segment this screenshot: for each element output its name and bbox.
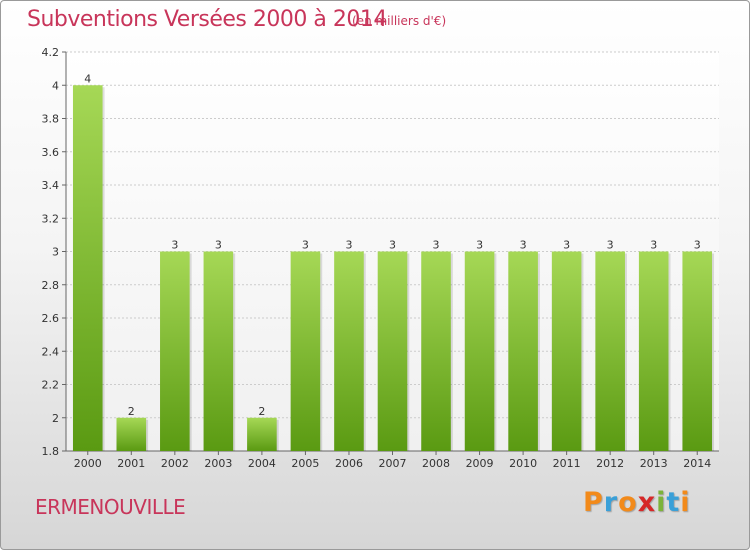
y-tick-label: 3.4 xyxy=(42,179,60,192)
bar xyxy=(682,251,713,451)
bar xyxy=(334,251,364,451)
bar-value-label: 3 xyxy=(476,239,483,252)
bar-value-label: 3 xyxy=(694,239,701,252)
y-tick-label: 4.2 xyxy=(42,46,60,59)
bar-value-label: 3 xyxy=(302,239,309,252)
x-tick-label: 2011 xyxy=(553,457,581,470)
bar-value-label: 3 xyxy=(563,239,570,252)
x-tick-label: 2003 xyxy=(204,457,232,470)
chart-subtitle: (en milliers d'€) xyxy=(352,14,447,28)
bar xyxy=(116,417,147,451)
x-tick-label: 2006 xyxy=(335,457,363,470)
logo-letter: i xyxy=(680,487,691,518)
bar-value-label: 3 xyxy=(345,239,352,252)
logo-letter: o xyxy=(618,487,638,518)
y-tick-label: 3 xyxy=(52,246,59,259)
x-tick-label: 2010 xyxy=(509,457,537,470)
x-tick-label: 2014 xyxy=(683,457,711,470)
x-tick-label: 2007 xyxy=(379,457,407,470)
y-tick-label: 1.8 xyxy=(42,445,60,458)
bar xyxy=(377,251,408,451)
bar-value-label: 3 xyxy=(389,239,396,252)
y-tick-label: 2.8 xyxy=(42,279,60,292)
bar xyxy=(247,417,277,451)
x-tick-label: 2013 xyxy=(640,457,668,470)
bar xyxy=(464,251,495,451)
y-tick-label: 3.6 xyxy=(42,146,60,159)
proxiti-logo[interactable]: Proxiti xyxy=(583,487,691,518)
bar xyxy=(508,251,538,451)
bar-value-label: 2 xyxy=(128,405,135,418)
x-tick-label: 2012 xyxy=(596,457,624,470)
bar xyxy=(421,251,451,451)
bar xyxy=(290,251,321,451)
bar-value-label: 3 xyxy=(607,239,614,252)
bar-value-label: 3 xyxy=(650,239,657,252)
bar xyxy=(551,251,582,451)
y-tick-label: 3.8 xyxy=(42,113,60,126)
bar xyxy=(160,251,190,451)
bar-value-label: 3 xyxy=(215,239,222,252)
bar xyxy=(203,251,234,451)
bar xyxy=(595,251,625,451)
y-tick-label: 2.6 xyxy=(42,312,60,325)
y-tick-label: 2.4 xyxy=(42,345,60,358)
bar-value-label: 2 xyxy=(258,405,265,418)
bar-value-label: 3 xyxy=(433,239,440,252)
bar xyxy=(72,85,103,451)
bar-value-label: 3 xyxy=(171,239,178,252)
x-tick-label: 2002 xyxy=(161,457,189,470)
chart-title: Subventions Versées 2000 à 2014 xyxy=(27,7,387,32)
logo-letter: r xyxy=(603,487,619,518)
place-name: ERMENOUVILLE xyxy=(35,495,186,519)
x-tick-label: 2000 xyxy=(74,457,102,470)
x-tick-label: 2004 xyxy=(248,457,276,470)
logo-letter: t xyxy=(666,487,681,518)
bar xyxy=(638,251,669,451)
y-tick-label: 2 xyxy=(52,412,59,425)
logo-letter: P xyxy=(583,487,604,518)
x-tick-label: 2005 xyxy=(291,457,319,470)
y-tick-label: 4 xyxy=(52,79,59,92)
y-tick-label: 2.2 xyxy=(42,379,60,392)
x-tick-label: 2008 xyxy=(422,457,450,470)
logo-letter: i xyxy=(656,487,667,518)
y-tick-label: 3.2 xyxy=(42,212,60,225)
x-tick-label: 2001 xyxy=(117,457,145,470)
logo-letter: x xyxy=(637,487,657,518)
x-tick-label: 2009 xyxy=(466,457,494,470)
bar-value-label: 4 xyxy=(84,72,91,85)
bar-value-label: 3 xyxy=(520,239,527,252)
